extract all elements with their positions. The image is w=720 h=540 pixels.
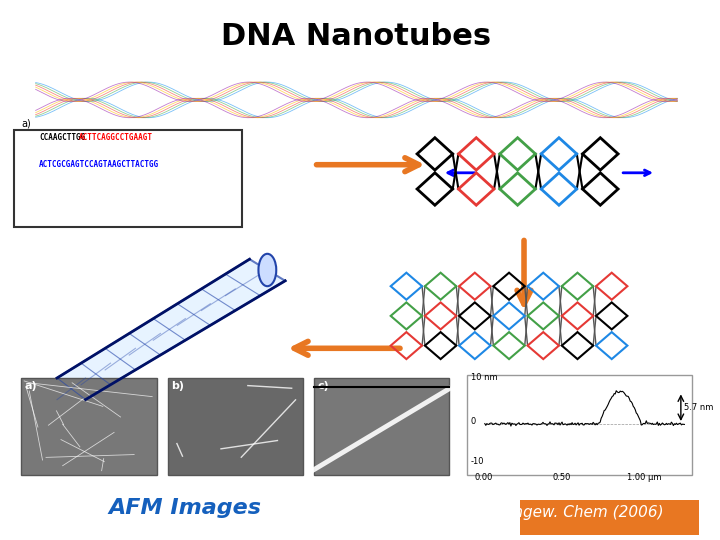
Text: 0.50: 0.50: [552, 472, 571, 482]
Ellipse shape: [258, 254, 276, 286]
Text: 0.00: 0.00: [474, 472, 492, 482]
FancyBboxPatch shape: [314, 378, 449, 475]
Text: c): c): [318, 381, 329, 391]
FancyBboxPatch shape: [168, 378, 303, 475]
FancyBboxPatch shape: [467, 375, 691, 475]
Text: CCAAGCTTGG: CCAAGCTTGG: [39, 133, 86, 142]
Text: b): b): [171, 381, 184, 391]
Text: a): a): [25, 381, 37, 391]
Text: DNA Nanotubes: DNA Nanotubes: [222, 22, 492, 51]
FancyBboxPatch shape: [14, 130, 243, 227]
Text: AFM Images: AFM Images: [109, 498, 262, 518]
Polygon shape: [57, 259, 285, 400]
Text: -10: -10: [471, 457, 484, 466]
Text: ACTTCAGGCCTGAAGT: ACTTCAGGCCTGAAGT: [78, 133, 153, 142]
Text: 0: 0: [471, 417, 476, 426]
FancyBboxPatch shape: [521, 500, 698, 535]
Text: 10 nm: 10 nm: [471, 374, 498, 382]
Text: a): a): [22, 119, 31, 129]
Text: 1.00 μm: 1.00 μm: [627, 472, 662, 482]
Text: 5.7 nm: 5.7 nm: [685, 403, 714, 412]
Text: Angew. Chem (2006): Angew. Chem (2006): [504, 505, 665, 521]
FancyBboxPatch shape: [22, 378, 157, 475]
Text: ACTCGCGAGTCCAGTAAGCTTACTGG: ACTCGCGAGTCCAGTAAGCTTACTGG: [39, 160, 159, 169]
